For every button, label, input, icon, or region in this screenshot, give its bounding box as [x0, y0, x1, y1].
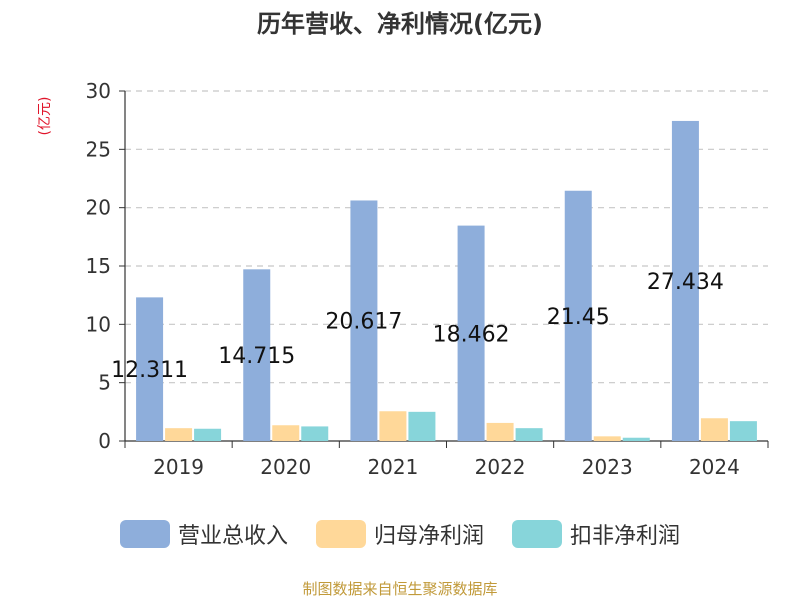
bar-net-profit — [486, 422, 514, 441]
x-tick-label: 2023 — [582, 455, 633, 479]
bar-net-profit — [379, 411, 407, 441]
legend-label-deducted-profit: 扣非净利润 — [570, 524, 681, 549]
bar-revenue — [564, 190, 592, 441]
legend-swatch-net-profit — [315, 520, 366, 548]
x-tick-label: 2024 — [689, 455, 740, 479]
x-tick-label: 2020 — [260, 455, 311, 479]
y-tick-label: 5 — [98, 371, 111, 395]
bar-deducted-profit — [622, 437, 650, 441]
data-label: 27.434 — [647, 270, 724, 295]
bar-revenue — [671, 120, 699, 441]
bar-net-profit — [272, 425, 300, 441]
x-tick-label: 2022 — [475, 455, 526, 479]
y-tick-label: 15 — [86, 254, 111, 278]
legend-swatch-deducted-profit — [512, 520, 562, 548]
legend-swatch-revenue — [119, 520, 170, 548]
y-tick-label: 0 — [98, 429, 111, 453]
data-label: 21.45 — [547, 305, 610, 330]
bar-deducted-profit — [408, 411, 436, 441]
legend-label-revenue: 营业总收入 — [177, 524, 288, 549]
x-tick-label: 2021 — [367, 455, 418, 479]
y-tick-label: 30 — [86, 79, 111, 103]
bar-revenue — [457, 225, 485, 441]
bar-revenue — [243, 269, 271, 441]
y-tick-label: 25 — [86, 137, 111, 161]
y-tick-label: 20 — [86, 196, 111, 220]
bar-revenue — [136, 297, 164, 441]
bar-deducted-profit — [515, 428, 543, 441]
legend-item-revenue[interactable]: 营业总收入 — [119, 518, 288, 550]
bar-net-profit — [165, 428, 193, 441]
legend-item-deducted-profit[interactable]: 扣非净利润 — [512, 518, 680, 550]
data-label: 14.715 — [218, 344, 295, 369]
bar-deducted-profit — [194, 428, 222, 441]
bar-revenue — [350, 200, 378, 441]
bar-deducted-profit — [729, 421, 757, 441]
bar-net-profit — [593, 436, 621, 441]
source-note: 制图数据来自恒生聚源数据库 — [302, 580, 498, 598]
legend: 营业总收入 归母净利润 扣非净利润 — [0, 518, 800, 550]
data-label: 18.462 — [433, 322, 510, 347]
chart-title: 历年营收、净利情况(亿元) — [257, 10, 543, 38]
bar-deducted-profit — [301, 426, 329, 441]
data-label: 12.311 — [111, 358, 188, 383]
legend-label-net-profit: 归母净利润 — [373, 524, 484, 549]
legend-item-net-profit[interactable]: 归母净利润 — [315, 518, 484, 550]
x-tick-label: 2019 — [153, 455, 204, 479]
data-label: 20.617 — [325, 310, 402, 335]
y-tick-label: 10 — [86, 312, 111, 336]
bar-net-profit — [700, 418, 728, 441]
